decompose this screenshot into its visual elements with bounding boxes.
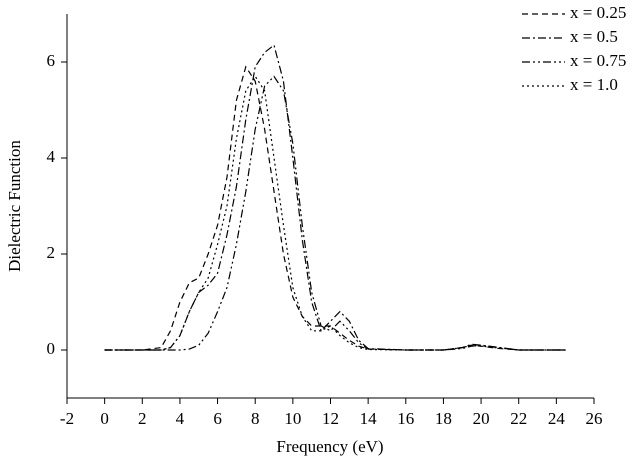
series-line	[104, 44, 566, 351]
legend-label: x = 0.75	[570, 51, 626, 70]
x-tick-label: 14	[360, 409, 378, 428]
x-tick-label: 18	[435, 409, 452, 428]
x-tick-label: 10	[284, 409, 301, 428]
x-tick-label: 16	[397, 409, 414, 428]
x-tick-label: 12	[322, 409, 339, 428]
x-tick-label: 24	[548, 409, 566, 428]
y-tick-label: 0	[47, 339, 56, 358]
series-line	[104, 75, 566, 351]
x-tick-label: 20	[473, 409, 490, 428]
x-axis-label: Frequency (eV)	[276, 437, 383, 456]
x-tick-label: 22	[510, 409, 527, 428]
y-axis-label: Dielectric Function	[5, 140, 24, 272]
x-tick-label: -2	[60, 409, 74, 428]
x-tick-label: 0	[100, 409, 109, 428]
y-tick-label: 4	[47, 147, 56, 166]
x-tick-label: 4	[176, 409, 185, 428]
legend-label: x = 0.5	[570, 27, 618, 46]
y-tick-label: 6	[47, 51, 56, 70]
legend-label: x = 1.0	[570, 75, 618, 94]
legend-label: x = 0.25	[570, 3, 626, 22]
y-tick-label: 2	[47, 243, 56, 262]
x-tick-label: 8	[251, 409, 260, 428]
series-line	[104, 65, 566, 351]
x-tick-label: 2	[138, 409, 147, 428]
x-tick-label: 26	[586, 409, 603, 428]
series-line	[104, 75, 566, 351]
x-tick-label: 6	[213, 409, 222, 428]
